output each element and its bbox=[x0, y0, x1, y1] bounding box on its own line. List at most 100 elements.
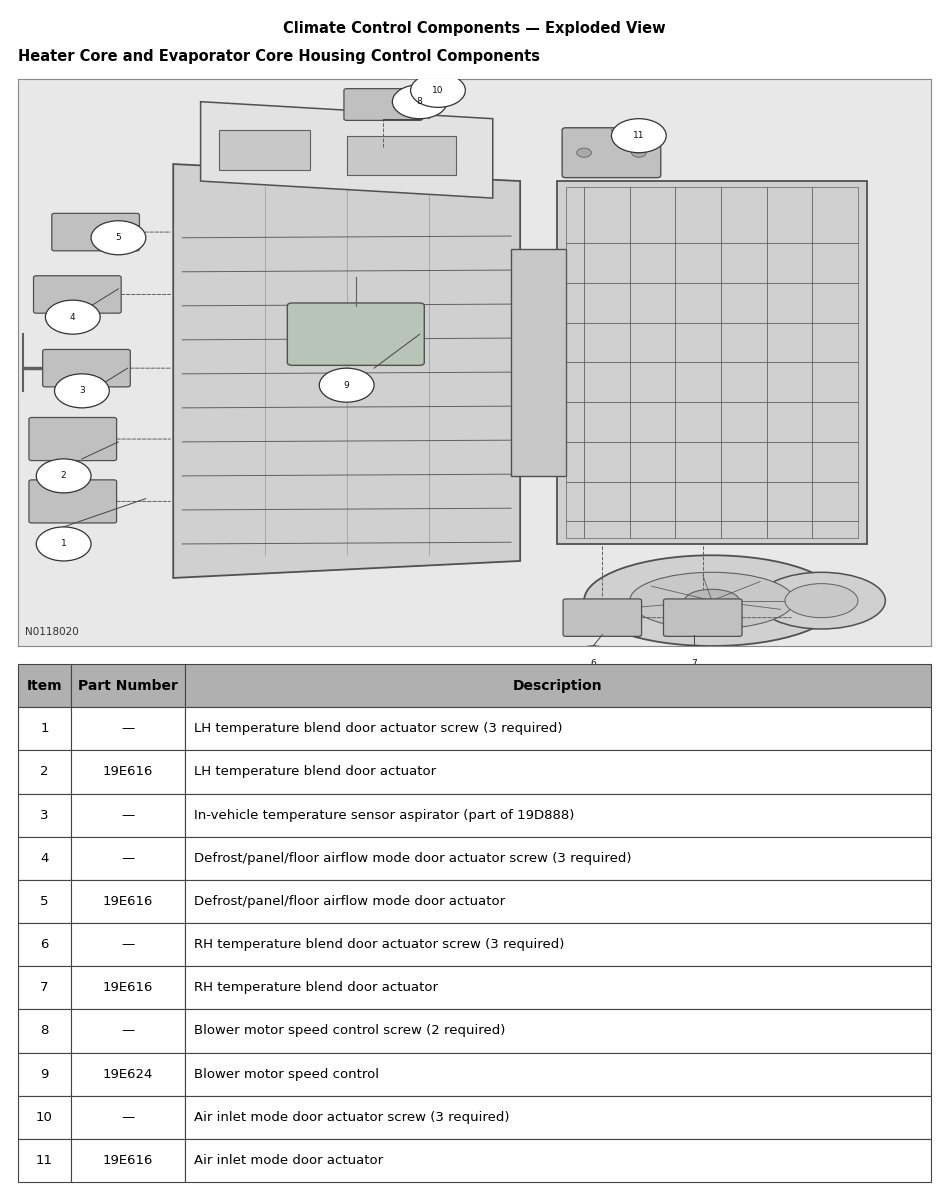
Bar bbox=[18, 1009, 71, 1052]
Text: 9: 9 bbox=[40, 1068, 48, 1080]
Ellipse shape bbox=[684, 589, 739, 612]
FancyBboxPatch shape bbox=[288, 302, 424, 365]
Text: Blower motor speed control screw (2 required): Blower motor speed control screw (2 requ… bbox=[195, 1025, 506, 1038]
Bar bbox=[185, 1139, 931, 1182]
Circle shape bbox=[46, 300, 101, 334]
Circle shape bbox=[91, 221, 146, 254]
Text: 5: 5 bbox=[40, 895, 48, 908]
Bar bbox=[566, 187, 858, 539]
Circle shape bbox=[631, 148, 646, 157]
Text: 1: 1 bbox=[61, 540, 66, 548]
Bar bbox=[18, 966, 71, 1009]
Text: 7: 7 bbox=[691, 659, 697, 667]
Bar bbox=[185, 1052, 931, 1096]
Text: 8: 8 bbox=[40, 1025, 48, 1038]
Text: Item: Item bbox=[27, 678, 63, 692]
FancyBboxPatch shape bbox=[29, 418, 117, 461]
Text: Defrost/panel/floor airflow mode door actuator screw (3 required): Defrost/panel/floor airflow mode door ac… bbox=[195, 852, 632, 865]
Text: In-vehicle temperature sensor aspirator (part of 19D888): In-vehicle temperature sensor aspirator … bbox=[195, 809, 574, 822]
Bar bbox=[18, 836, 71, 880]
Text: Air inlet mode door actuator: Air inlet mode door actuator bbox=[195, 1154, 383, 1166]
Text: 10: 10 bbox=[36, 1111, 53, 1123]
FancyBboxPatch shape bbox=[563, 599, 642, 636]
FancyBboxPatch shape bbox=[52, 214, 140, 251]
Text: 2: 2 bbox=[40, 766, 48, 779]
Bar bbox=[185, 966, 931, 1009]
Text: 19E616: 19E616 bbox=[102, 982, 153, 995]
Text: LH temperature blend door actuator screw (3 required): LH temperature blend door actuator screw… bbox=[195, 722, 563, 736]
Bar bbox=[185, 664, 931, 707]
Text: 4: 4 bbox=[40, 852, 48, 865]
Text: Blower motor speed control: Blower motor speed control bbox=[195, 1068, 380, 1080]
Bar bbox=[18, 707, 71, 750]
Text: Heater Core and Evaporator Core Housing Control Components: Heater Core and Evaporator Core Housing … bbox=[18, 49, 540, 65]
Bar bbox=[185, 707, 931, 750]
Text: 2: 2 bbox=[61, 472, 66, 480]
Ellipse shape bbox=[785, 583, 858, 618]
Polygon shape bbox=[174, 164, 520, 578]
Bar bbox=[71, 750, 185, 793]
Bar bbox=[18, 750, 71, 793]
Circle shape bbox=[666, 646, 721, 680]
Bar bbox=[185, 793, 931, 836]
Ellipse shape bbox=[757, 572, 885, 629]
Bar bbox=[185, 1009, 931, 1052]
Bar bbox=[71, 836, 185, 880]
Bar bbox=[185, 923, 931, 966]
Text: 19E616: 19E616 bbox=[102, 895, 153, 908]
Circle shape bbox=[392, 85, 447, 119]
Text: Air inlet mode door actuator screw (3 required): Air inlet mode door actuator screw (3 re… bbox=[195, 1111, 510, 1123]
FancyBboxPatch shape bbox=[43, 349, 130, 386]
Text: 19E624: 19E624 bbox=[102, 1068, 153, 1080]
Polygon shape bbox=[200, 102, 493, 198]
Text: RH temperature blend door actuator screw (3 required): RH temperature blend door actuator screw… bbox=[195, 938, 565, 952]
Text: 4: 4 bbox=[70, 313, 76, 322]
Text: 3: 3 bbox=[40, 809, 48, 822]
Circle shape bbox=[577, 148, 591, 157]
Bar bbox=[71, 1009, 185, 1052]
Text: 11: 11 bbox=[36, 1154, 53, 1166]
Text: 11: 11 bbox=[633, 131, 644, 140]
Circle shape bbox=[319, 368, 374, 402]
Polygon shape bbox=[511, 250, 566, 476]
Circle shape bbox=[566, 646, 621, 680]
Text: Part Number: Part Number bbox=[78, 678, 178, 692]
Text: 6: 6 bbox=[40, 938, 48, 952]
Bar bbox=[18, 1139, 71, 1182]
Bar bbox=[18, 1096, 71, 1139]
Bar bbox=[71, 1052, 185, 1096]
Bar bbox=[185, 880, 931, 923]
Text: —: — bbox=[121, 1111, 135, 1123]
Circle shape bbox=[36, 458, 91, 493]
Text: 3: 3 bbox=[79, 386, 84, 395]
Bar bbox=[71, 966, 185, 1009]
Text: Description: Description bbox=[513, 678, 603, 692]
Bar bbox=[18, 923, 71, 966]
Text: RH temperature blend door actuator: RH temperature blend door actuator bbox=[195, 982, 438, 995]
FancyBboxPatch shape bbox=[344, 89, 422, 120]
FancyBboxPatch shape bbox=[29, 480, 117, 523]
Text: —: — bbox=[121, 722, 135, 736]
Bar bbox=[18, 793, 71, 836]
Bar bbox=[71, 1139, 185, 1182]
Text: —: — bbox=[121, 852, 135, 865]
FancyBboxPatch shape bbox=[663, 599, 742, 636]
Bar bbox=[71, 664, 185, 707]
Circle shape bbox=[411, 73, 465, 107]
Text: Climate Control Components — Exploded View: Climate Control Components — Exploded Vi… bbox=[283, 22, 666, 36]
Text: —: — bbox=[121, 1025, 135, 1038]
FancyBboxPatch shape bbox=[562, 127, 661, 178]
Text: 19E616: 19E616 bbox=[102, 766, 153, 779]
Circle shape bbox=[36, 527, 91, 560]
Bar bbox=[185, 836, 931, 880]
Bar bbox=[18, 1052, 71, 1096]
Bar bbox=[71, 923, 185, 966]
Text: 6: 6 bbox=[590, 659, 596, 667]
Circle shape bbox=[611, 119, 666, 152]
Text: N0118020: N0118020 bbox=[26, 628, 79, 637]
Bar bbox=[71, 707, 185, 750]
Text: 9: 9 bbox=[344, 380, 349, 390]
FancyBboxPatch shape bbox=[33, 276, 121, 313]
Bar bbox=[18, 664, 71, 707]
Bar bbox=[185, 1096, 931, 1139]
